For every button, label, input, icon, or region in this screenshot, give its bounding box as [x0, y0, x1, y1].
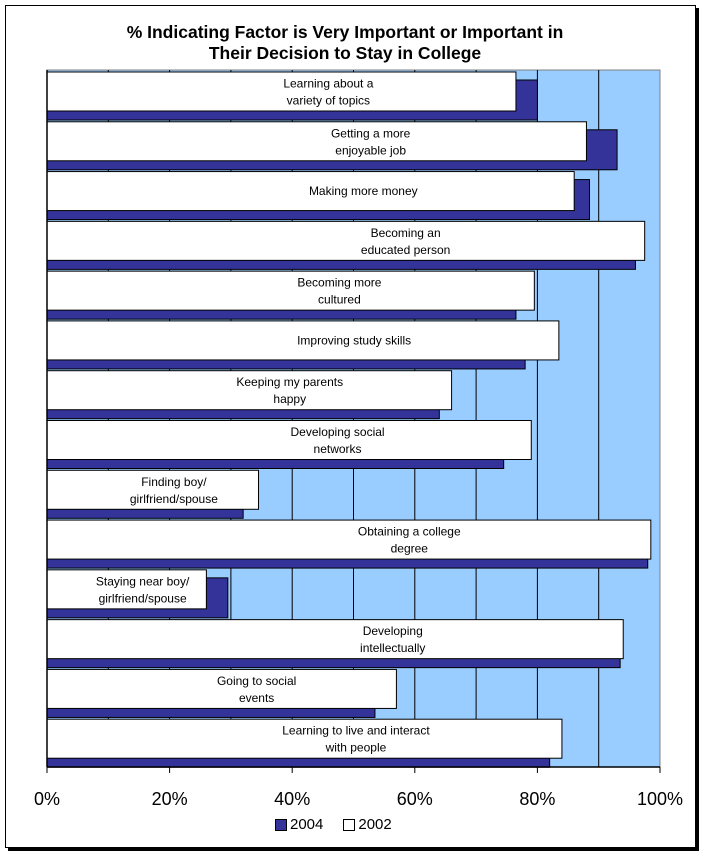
category-label: Keeping my parents [236, 375, 343, 389]
category-label: Getting a more [331, 126, 411, 140]
category-label: Obtaining a college [358, 525, 461, 539]
x-tick-label: 20% [152, 789, 188, 809]
bar-2002 [46, 519, 652, 560]
category-label: cultured [318, 293, 361, 307]
category-label: Learning about a [283, 77, 373, 91]
category-label: Making more money [309, 184, 418, 198]
chart-title: % Indicating Factor is Very Important or… [40, 22, 650, 64]
bar-2002 [46, 220, 646, 261]
legend-label-2002: 2002 [358, 816, 392, 833]
category-label: Learning to live and interact [282, 724, 430, 738]
x-tick-label: 100% [637, 789, 683, 809]
bar-2002 [46, 370, 453, 411]
bar-2002 [46, 320, 560, 361]
legend-item-2004: 2004 [275, 816, 323, 833]
bar-2002 [46, 420, 532, 460]
legend-label-2004: 2004 [290, 816, 324, 833]
category-label: girlfriend/spouse [99, 591, 187, 605]
legend-item-2002: 2002 [343, 816, 392, 833]
category-label: Staying near boy/ [96, 574, 190, 588]
category-label: educated person [361, 243, 450, 257]
legend-swatch-2002 [343, 818, 356, 831]
category-label: Developing [363, 624, 423, 638]
bar-2002 [46, 121, 587, 162]
category-label: Becoming more [297, 276, 381, 290]
x-tick-label: 0% [34, 789, 60, 809]
bar-2002 [46, 569, 207, 610]
legend: 2004 2002 [275, 816, 412, 833]
category-label: happy [273, 392, 306, 406]
category-label: Becoming an [371, 226, 441, 240]
bar-2002 [46, 71, 517, 112]
category-label: degree [391, 542, 429, 556]
x-tick-label: 40% [274, 789, 310, 809]
category-label: intellectually [360, 641, 425, 655]
category-label: enjoyable job [335, 143, 406, 157]
bar-2002 [46, 619, 624, 660]
x-tick-label: 80% [519, 789, 555, 809]
category-label: networks [314, 442, 362, 456]
category-label: girlfriend/spouse [130, 492, 218, 506]
category-label: Developing social [291, 425, 385, 439]
bar-2002 [46, 171, 575, 212]
x-tick-label: 60% [397, 789, 433, 809]
category-label: with people [325, 741, 387, 755]
bar-2002 [46, 270, 535, 311]
category-label: variety of topics [287, 94, 370, 108]
category-label: Going to social [217, 674, 296, 688]
chart-title-line-1: % Indicating Factor is Very Important or… [126, 22, 564, 42]
bar-2002 [46, 469, 259, 510]
chart-title-line-2: Their Decision to Stay in College [208, 43, 482, 63]
category-label: Improving study skills [297, 333, 411, 347]
category-label: events [239, 691, 274, 705]
bar-2002 [46, 668, 397, 709]
legend-swatch-2004 [275, 818, 287, 831]
category-label: Finding boy/ [141, 475, 207, 489]
bar-2002 [46, 718, 563, 759]
